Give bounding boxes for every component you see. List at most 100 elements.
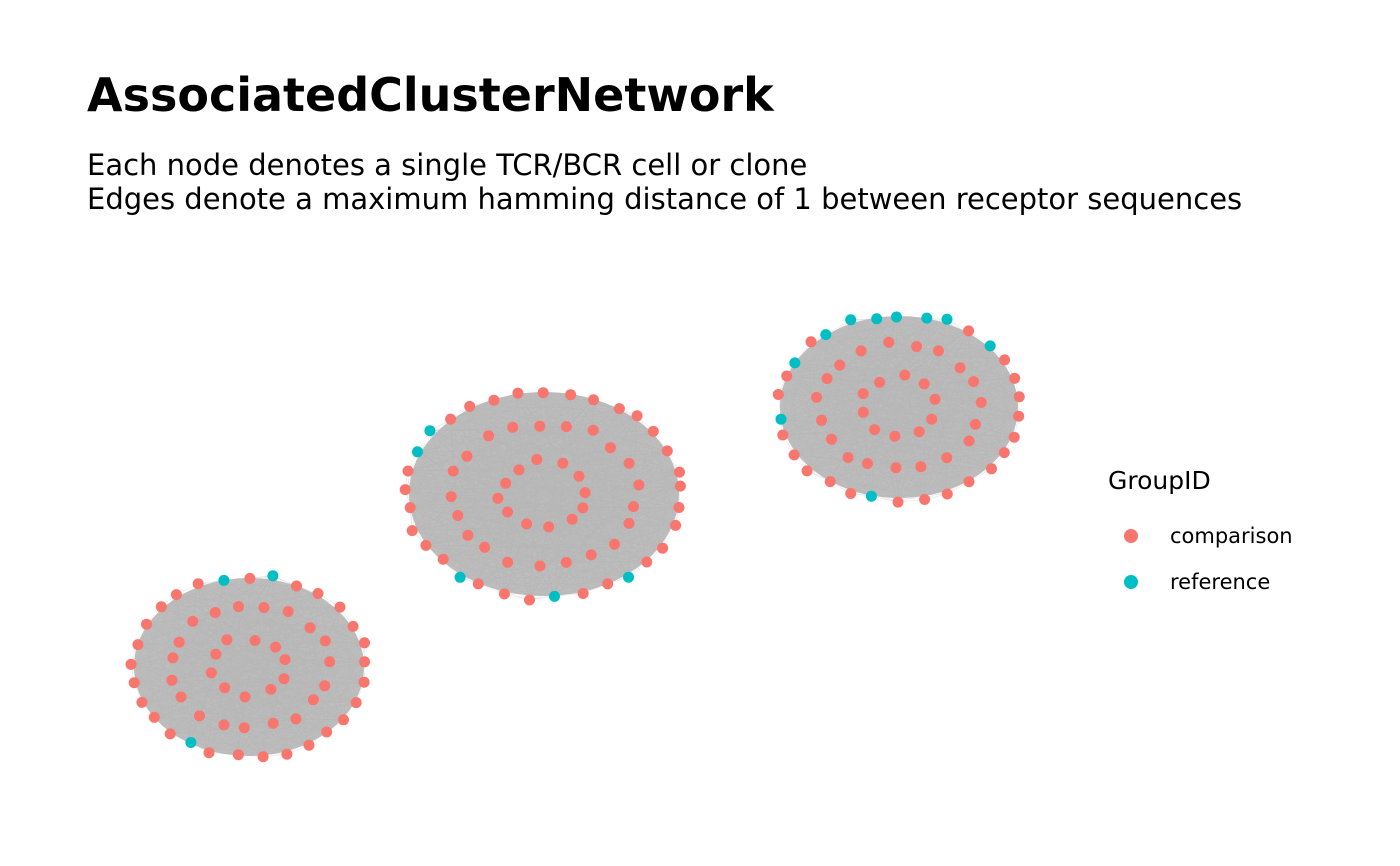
node-comparison [136,696,148,708]
node-comparison [534,420,546,432]
node-comparison [210,648,222,660]
node-comparison [537,387,549,399]
node-comparison [911,341,923,352]
node-reference [984,340,996,352]
plot-subtitle: Each node denotes a single TCR/BCR cell … [87,148,1242,216]
node-comparison [512,387,524,399]
node-comparison [613,403,625,415]
node-comparison [633,479,645,491]
node-comparison [801,465,813,477]
node-comparison [845,488,857,499]
node-comparison [913,426,925,438]
node-comparison [670,519,682,531]
node-comparison [565,389,577,401]
node-comparison [524,594,535,606]
node-comparison [609,538,620,550]
node-comparison [192,578,204,590]
node-comparison [265,683,277,695]
node-comparison [933,345,944,357]
edges [778,316,1020,503]
node-comparison [604,442,616,454]
node-comparison [278,673,290,685]
node-comparison [219,682,231,694]
node-comparison [291,580,302,592]
node-comparison [999,354,1011,366]
node-comparison [132,639,144,651]
legend-label-reference: reference [1170,570,1271,594]
node-comparison [347,620,359,632]
node-comparison [1013,410,1025,422]
node-comparison [628,501,639,513]
node-comparison [350,697,362,709]
node-comparison [304,622,316,634]
node-comparison [857,406,869,418]
node-comparison [579,487,591,499]
node-comparison [926,413,938,425]
node-comparison [502,556,514,568]
node-comparison [661,445,673,457]
plot-title: AssociatedClusterNetwork [87,68,774,122]
node-comparison [404,502,416,514]
node-comparison [641,556,653,568]
node-comparison [954,362,966,374]
node-reference [775,413,787,425]
node-comparison [623,517,635,529]
node-reference [845,314,857,326]
node-comparison [857,388,869,400]
node-comparison [502,506,514,518]
node-comparison [941,452,953,464]
node-comparison [209,607,221,618]
node-comparison [834,359,846,371]
node-comparison [399,484,411,496]
node-comparison [141,618,152,630]
node-comparison [402,465,414,477]
node-comparison [560,421,572,433]
node-comparison [334,601,346,613]
node-comparison [358,676,370,688]
node-comparison [788,449,800,461]
node-comparison [187,615,199,627]
node-reference [941,313,953,325]
node-comparison [498,588,510,600]
legend-item-reference: reference [1108,559,1293,605]
node-comparison [963,325,975,337]
node-comparison [674,466,685,478]
node-comparison [437,553,449,565]
node-comparison [1013,391,1025,403]
node-reference [454,571,466,583]
node-reference [424,425,436,437]
node-comparison [175,691,187,703]
node-comparison [772,389,784,400]
node-comparison [205,667,217,679]
node-comparison [647,425,659,437]
node-comparison [257,751,269,763]
node-comparison [233,601,244,613]
edges [405,392,681,601]
node-comparison [218,719,230,731]
node-comparison [249,635,261,646]
node-comparison [258,602,270,613]
node-reference [820,329,832,341]
node-comparison [194,710,205,722]
legend-label-comparison: comparison [1170,524,1293,548]
node-comparison [359,656,371,668]
node-reference [549,590,560,602]
node-comparison [573,470,585,482]
node-comparison [855,345,867,357]
node-comparison [155,601,167,613]
node-reference [789,357,801,369]
node-comparison [513,464,525,476]
node-reference [871,313,883,325]
node-comparison [507,421,519,433]
node-comparison [267,717,279,729]
node-comparison [587,424,599,436]
node-comparison [319,635,331,647]
node-comparison [221,634,233,646]
node-comparison [461,450,473,462]
node-comparison [279,654,291,666]
node-comparison [969,418,981,430]
legend-key-reference [1124,575,1138,589]
node-comparison [874,376,886,388]
node-comparison [244,572,256,584]
node-reference [412,446,423,458]
